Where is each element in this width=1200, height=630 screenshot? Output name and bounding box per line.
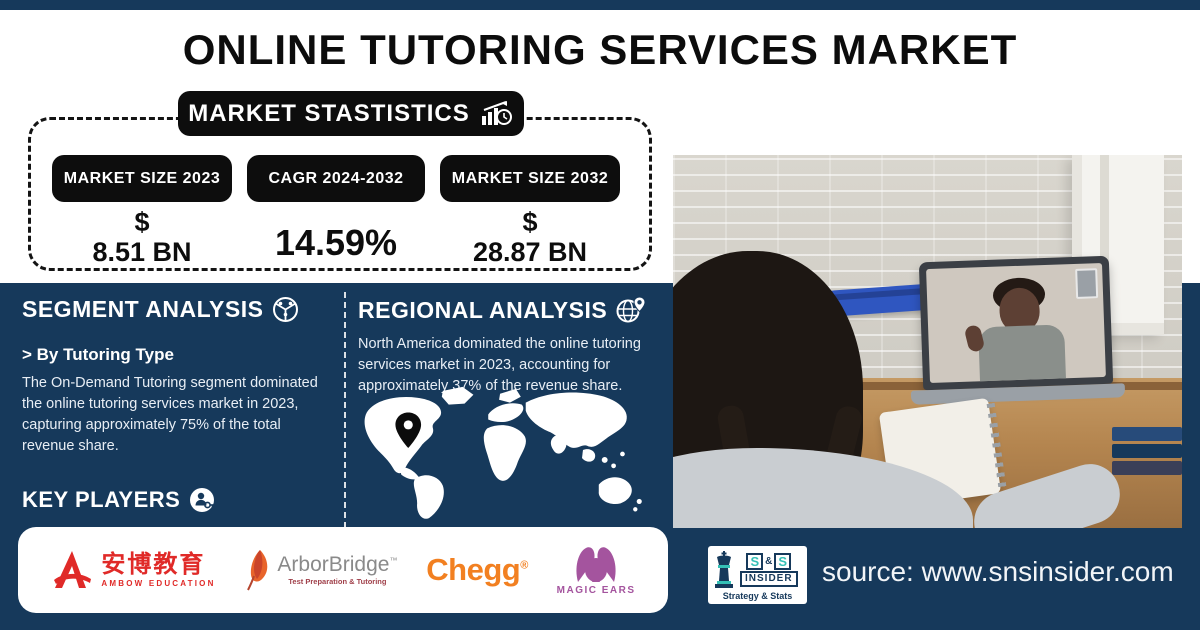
sns-s1: S xyxy=(746,553,764,571)
ambow-sub-text: AMBOW EDUCATION xyxy=(101,578,216,588)
stat-label: MARKET SIZE 2032 xyxy=(440,155,620,202)
logo-arborbridge: ArborBridge™ Test Preparation & Tutoring xyxy=(244,548,397,592)
currency-symbol: $ xyxy=(522,207,538,237)
regional-analysis-heading: REGIONAL ANALYSIS xyxy=(358,296,608,323)
hero-photo xyxy=(673,155,1182,528)
map-asia xyxy=(525,392,627,448)
logo-chegg: Chegg® xyxy=(426,552,528,588)
map-africa xyxy=(483,425,526,481)
video-call-self-view xyxy=(1075,268,1099,299)
map-india xyxy=(550,435,567,454)
world-map xyxy=(352,384,658,524)
segment-analysis-section: SEGMENT ANALYSIS > By Tutoring Type The … xyxy=(22,296,334,457)
stat-market-size-2032: MARKET SIZE 2032 $ 28.87 BN xyxy=(440,155,620,267)
stat-value: 28.87 BN xyxy=(472,237,588,268)
map-scandinavia xyxy=(499,388,521,403)
stat-value: 8.51 BN xyxy=(92,237,192,268)
source-url-text: source: www.snsinsider.com xyxy=(822,556,1174,587)
stat-value: 14.59% xyxy=(274,222,398,263)
magic-ears-text: MAGIC EARS xyxy=(556,585,636,596)
segment-analysis-heading: SEGMENT ANALYSIS xyxy=(22,296,264,322)
map-south-america xyxy=(413,475,444,519)
map-greenland xyxy=(441,386,474,405)
sns-amp: & xyxy=(765,556,773,568)
stat-label: MARKET SIZE 2023 xyxy=(52,155,232,202)
chegg-reg: ® xyxy=(520,559,528,572)
key-players-heading: KEY PLAYERS xyxy=(22,487,181,512)
tutor-body xyxy=(978,324,1067,384)
laptop-screen xyxy=(926,262,1106,384)
location-pin-icon xyxy=(395,412,422,449)
ambow-cjk-text: 安博教育 xyxy=(101,550,206,578)
growth-chart-icon xyxy=(480,100,514,128)
arborbridge-name-text: ArborBridge xyxy=(277,553,390,577)
map-central-america xyxy=(399,467,420,480)
sns-insider-text: INSIDER xyxy=(740,571,798,588)
key-person-icon xyxy=(189,487,215,513)
chess-king-icon xyxy=(712,551,736,589)
arborbridge-tagline: Test Preparation & Tutoring xyxy=(288,577,387,587)
stat-cagr: CAGR 2024-2032 14.59% xyxy=(247,155,425,262)
stat-market-size-2023: MARKET SIZE 2023 $ 8.51 BN xyxy=(52,155,232,267)
chegg-name-text: Chegg xyxy=(426,552,521,587)
ambow-a-icon xyxy=(50,548,94,592)
arborbridge-leaf-icon xyxy=(244,548,270,592)
top-accent-bar xyxy=(0,0,1200,10)
arborbridge-tm: ™ xyxy=(389,556,398,566)
map-europe xyxy=(488,403,524,423)
map-australia xyxy=(598,477,632,505)
logo-ambow-education: 安博教育 AMBOW EDUCATION xyxy=(50,548,215,592)
map-southeast-asia xyxy=(581,449,596,462)
key-players-logo-box: 安博教育 AMBOW EDUCATION ArborBridge™ Test P… xyxy=(18,527,668,613)
magic-ears-m-icon xyxy=(570,544,622,584)
currency-symbol: $ xyxy=(134,207,150,237)
segment-body-text: The On-Demand Tutoring segment dominated… xyxy=(22,375,318,455)
stat-label: CAGR 2024-2032 xyxy=(247,155,425,202)
book-stack xyxy=(1112,424,1182,488)
regional-body-text: North America dominated the online tutor… xyxy=(358,336,641,395)
sns-tagline: Strategy & Stats xyxy=(722,591,793,602)
market-statistics-pill: MARKET STASTISTICS xyxy=(178,91,524,136)
laptop xyxy=(918,255,1114,391)
segment-pie-icon xyxy=(272,296,299,323)
globe-pin-icon xyxy=(616,296,646,324)
logo-magic-ears: MAGIC EARS xyxy=(557,544,636,596)
page-title: ONLINE TUTORING SERVICES MARKET xyxy=(182,26,1018,73)
segment-subheading: > By Tutoring Type xyxy=(22,345,174,364)
dashed-divider xyxy=(344,292,346,528)
sns-insider-logo: S & S INSIDER Strategy & Stats xyxy=(708,546,807,604)
market-statistics-label: MARKET STASTISTICS xyxy=(188,99,470,127)
regional-analysis-section: REGIONAL ANALYSIS North America dominate… xyxy=(358,296,664,397)
sns-s2: S xyxy=(774,553,792,571)
key-players-section: KEY PLAYERS xyxy=(22,487,215,513)
